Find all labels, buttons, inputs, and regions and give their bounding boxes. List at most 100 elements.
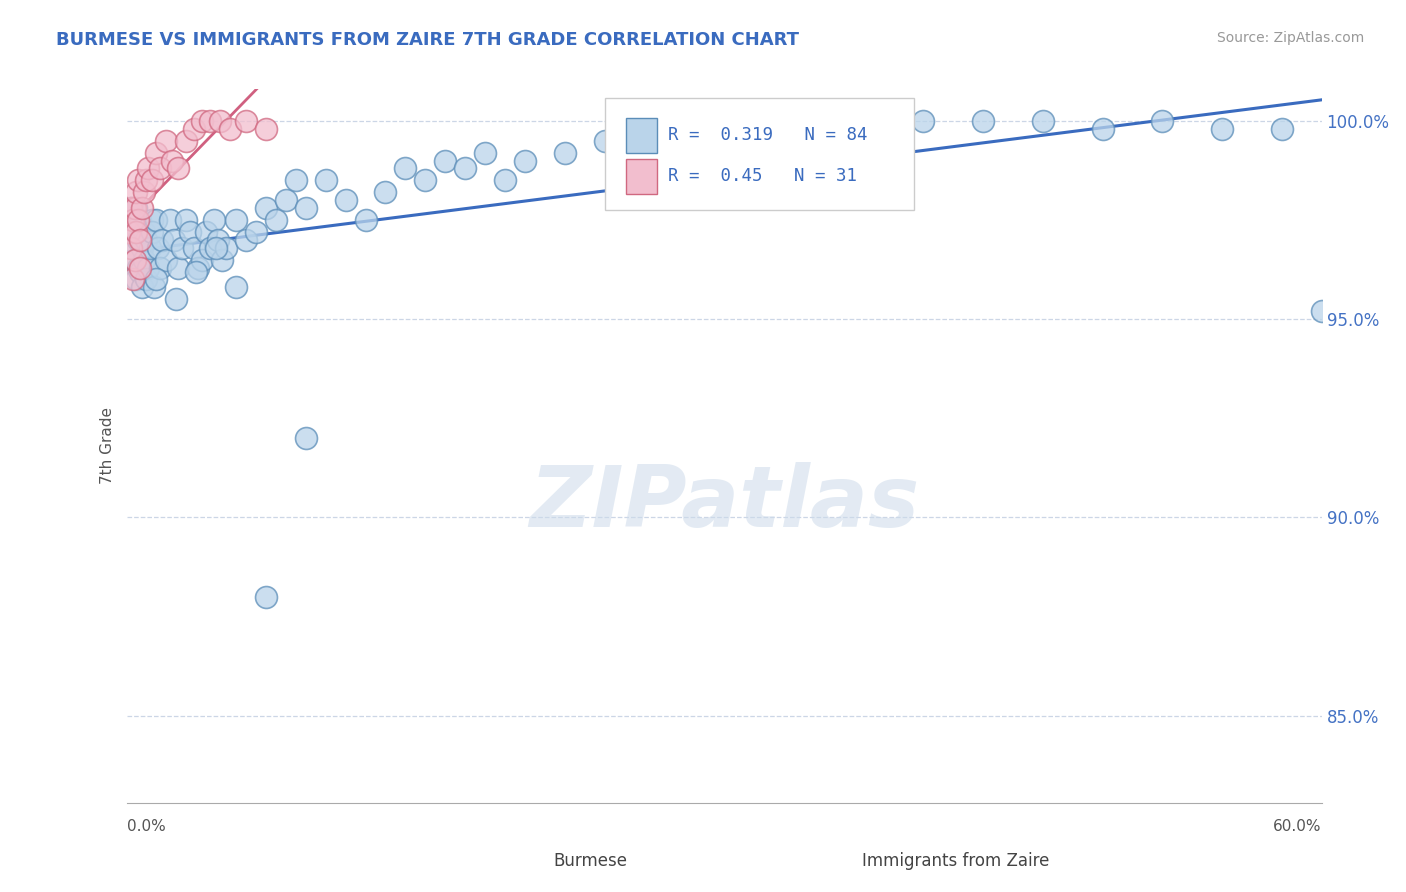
Point [172,241,194,255]
Point [1211,121,1233,136]
Point [125,272,148,286]
Text: 60.0%: 60.0% [1274,819,1322,834]
Point [135,233,157,247]
Point [129,213,152,227]
Point [167,260,190,275]
Point [354,213,377,227]
Point [713,114,735,128]
Point [125,225,148,239]
Point [143,280,166,294]
Point [752,121,775,136]
Point [141,213,163,227]
Point [554,145,576,160]
Point [474,145,496,160]
Point [294,201,316,215]
Point [121,213,143,227]
Point [1310,304,1333,318]
Point [127,213,149,227]
Text: Immigrants from Zaire: Immigrants from Zaire [862,852,1050,870]
Point [205,241,228,255]
Point [593,134,616,148]
Point [162,153,184,168]
Point [131,201,153,215]
Point [145,272,167,286]
Point [127,233,149,247]
Point [1271,121,1294,136]
Point [134,186,156,200]
Point [148,241,170,255]
Point [120,201,142,215]
Text: BURMESE VS IMMIGRANTS FROM ZAIRE 7TH GRADE CORRELATION CHART: BURMESE VS IMMIGRANTS FROM ZAIRE 7TH GRA… [56,31,799,49]
Point [127,173,149,187]
Point [673,134,696,148]
Point [195,225,218,239]
Point [138,260,160,275]
Point [434,153,457,168]
Point [254,201,277,215]
Point [633,121,655,136]
Point [131,280,153,294]
Point [264,213,287,227]
Point [150,233,174,247]
Text: Source: ZipAtlas.com: Source: ZipAtlas.com [1216,31,1364,45]
Point [183,121,205,136]
Point [134,225,156,239]
Point [186,264,208,278]
Point [141,173,163,187]
Point [155,252,177,267]
Point [912,114,935,128]
Point [174,134,197,148]
Point [813,114,835,128]
Point [200,114,222,128]
Point [225,280,247,294]
Point [159,213,181,227]
Point [454,161,477,176]
Point [274,193,297,207]
Point [163,233,186,247]
Point [135,272,157,286]
Point [174,213,197,227]
Point [211,252,233,267]
Point [1032,114,1054,128]
Point [209,114,232,128]
Point [141,225,163,239]
Point [972,114,994,128]
Point [1152,114,1174,128]
Point [134,252,156,267]
Point [207,233,229,247]
Point [124,225,146,239]
Point [167,161,190,176]
Point [872,121,894,136]
Point [200,241,222,255]
Text: ZIPatlas: ZIPatlas [529,461,920,545]
Point [165,293,187,307]
Point [374,186,396,200]
Point [413,173,436,187]
Point [183,241,205,255]
Point [129,260,152,275]
Point [127,260,149,275]
Point [124,201,146,215]
Point [149,161,172,176]
Point [394,161,416,176]
Point [513,153,536,168]
Point [149,260,172,275]
Point [284,173,307,187]
Point [215,241,238,255]
Point [121,272,143,286]
Point [494,173,516,187]
Point [225,213,247,227]
Text: R =  0.319   N = 84: R = 0.319 N = 84 [668,127,868,145]
Point [187,260,209,275]
Point [219,121,242,136]
Point [254,590,277,604]
Point [131,241,153,255]
Point [191,252,214,267]
Point [125,186,148,200]
Text: Burmese: Burmese [554,852,627,870]
Point [235,114,257,128]
Point [315,173,337,187]
Point [129,264,152,278]
Point [245,225,267,239]
Point [138,161,160,176]
